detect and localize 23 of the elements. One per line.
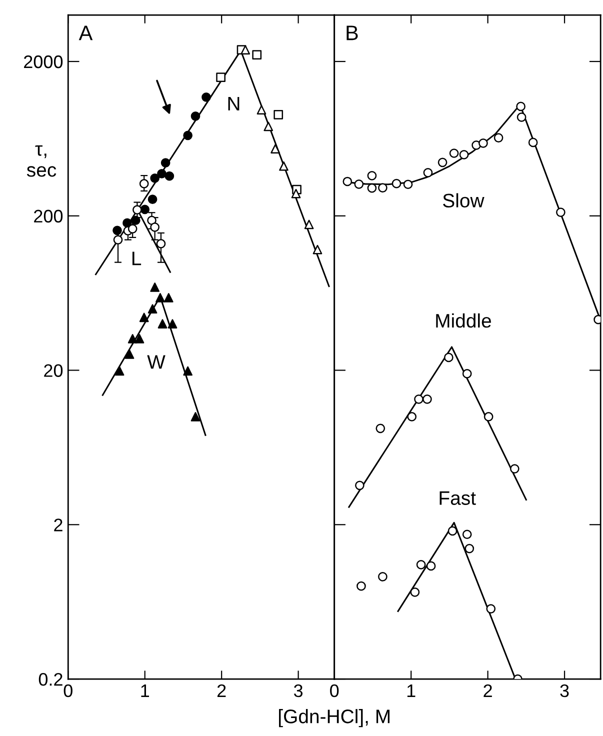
x-tick-label: 1	[141, 684, 149, 697]
x-tick-label: 3	[560, 684, 569, 698]
y-tick-label: 200	[34, 210, 63, 223]
chart-title: A	[78, 26, 93, 40]
chart-title: B	[346, 26, 358, 40]
y-tick-label: 2	[54, 518, 62, 532]
x-tick-label: 2	[484, 684, 492, 697]
x-tick-label: 0	[330, 684, 339, 698]
annotation: N	[228, 96, 240, 110]
y-tick-label: 2000	[24, 55, 63, 68]
annotation: Middle	[436, 313, 491, 328]
x-tick-label: 1	[407, 684, 416, 697]
annotation: L	[132, 252, 142, 266]
y-tick-label: 0.2	[38, 672, 62, 686]
annotation: Fast	[440, 491, 476, 505]
annotation: W	[147, 355, 166, 369]
x-tick-label: 3	[294, 684, 303, 698]
annotation: Slow	[443, 193, 484, 208]
x-tick-label: 0	[64, 684, 72, 698]
y-axis-title: τ, sec	[26, 145, 56, 177]
x-axis-title: [Gdn-HCl], M	[279, 709, 390, 728]
y-tick-label: 20	[44, 364, 63, 377]
x-tick-label: 2	[217, 684, 226, 697]
